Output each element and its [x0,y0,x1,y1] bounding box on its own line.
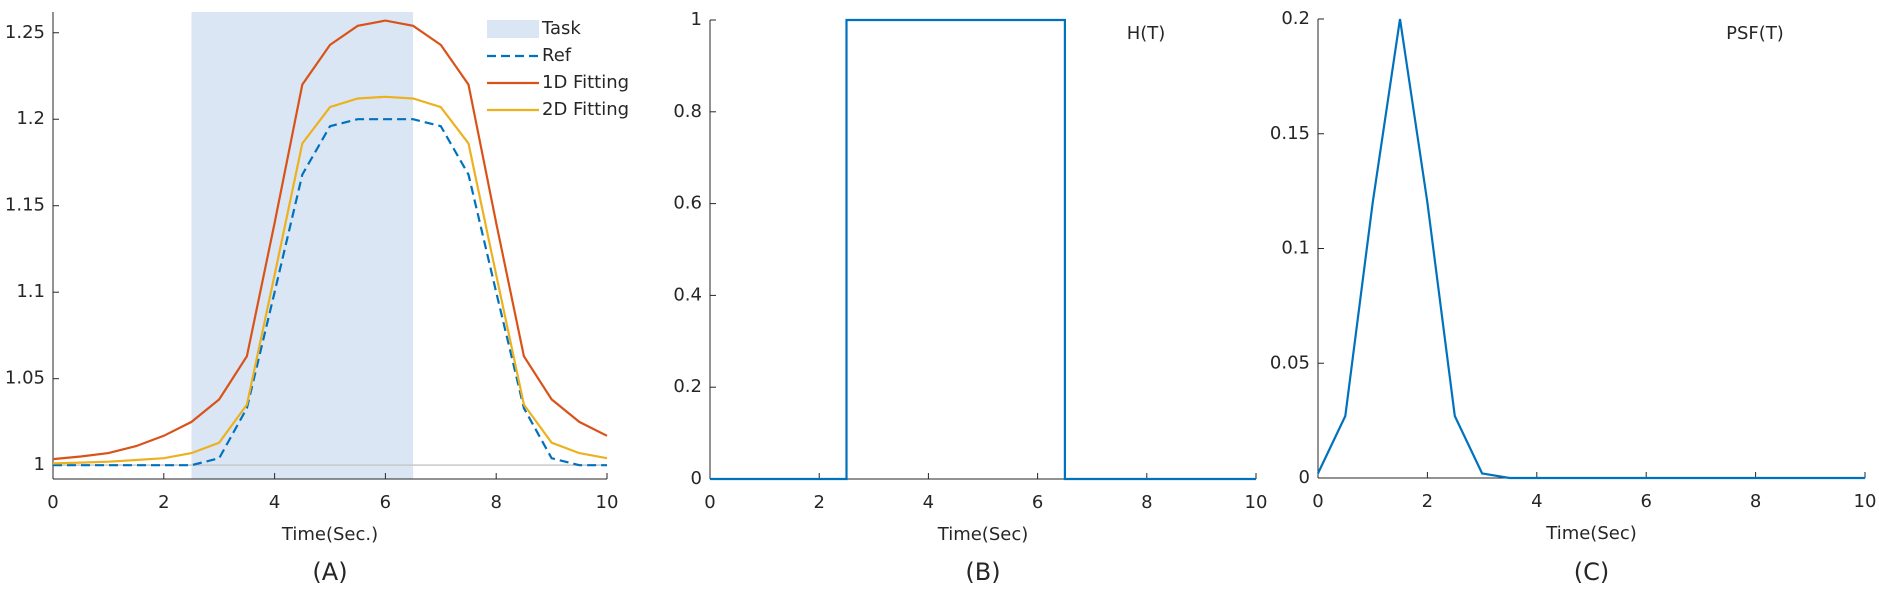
y-tick-label: 1.25 [5,22,45,43]
legend-label: Task [541,18,581,39]
y-tick-label: 1 [691,9,702,30]
caption: (B) [965,558,1000,586]
legend-swatch [487,20,539,38]
legend-label: Ref [542,45,572,66]
annotation: PSF(T) [1726,23,1784,44]
x-tick-label: 8 [1750,491,1761,512]
task-region [191,12,414,479]
y-tick-label: 1.1 [16,281,45,302]
y-tick-label: 0.2 [673,376,702,397]
annotation: H(T) [1127,23,1166,44]
y-tick-label: 1.15 [5,195,45,216]
x-tick-label: 10 [1854,491,1877,512]
data-line [1317,18,1865,480]
x-tick-label: 10 [1245,492,1268,513]
x-axis-label: Time(Sec) [1545,523,1637,544]
x-tick-label: 0 [47,492,58,513]
legend-label: 1D Fitting [542,72,629,93]
x-tick-label: 4 [269,492,280,513]
x-tick-label: 8 [1141,492,1152,513]
x-tick-label: 0 [704,492,715,513]
x-tick-label: 10 [596,492,619,513]
x-tick-label: 4 [1531,491,1542,512]
y-tick-label: 0.1 [1281,238,1310,259]
y-tick-label: 1 [34,454,45,475]
y-tick-label: 0.6 [673,193,702,214]
y-tick-label: 0.4 [673,284,702,305]
x-axis-label: Time(Sec) [937,524,1029,545]
x-tick-label: 6 [1032,492,1043,513]
x-tick-label: 2 [158,492,169,513]
data-line [52,19,608,461]
caption: (A) [312,558,347,586]
caption: (C) [1574,558,1609,586]
legend-label: 2D Fitting [542,99,629,120]
x-tick-label: 2 [1422,491,1433,512]
x-tick-label: 6 [1640,491,1651,512]
data-line [53,118,607,467]
y-tick-label: 0.15 [1270,123,1310,144]
x-tick-label: 0 [1312,491,1323,512]
y-tick-label: 0.8 [673,101,702,122]
data-line [710,18,1256,481]
x-tick-label: 8 [490,492,501,513]
y-tick-label: 1.05 [5,368,45,389]
y-tick-label: 0.05 [1270,352,1310,373]
y-tick-label: 0 [1299,467,1310,488]
x-tick-label: 4 [923,492,934,513]
y-tick-label: 0 [691,468,702,489]
data-line [52,95,608,465]
x-tick-label: 2 [813,492,824,513]
x-axis-label: Time(Sec.) [281,524,378,545]
y-tick-label: 0.2 [1281,8,1310,29]
x-tick-label: 6 [380,492,391,513]
y-tick-label: 1.2 [16,108,45,129]
